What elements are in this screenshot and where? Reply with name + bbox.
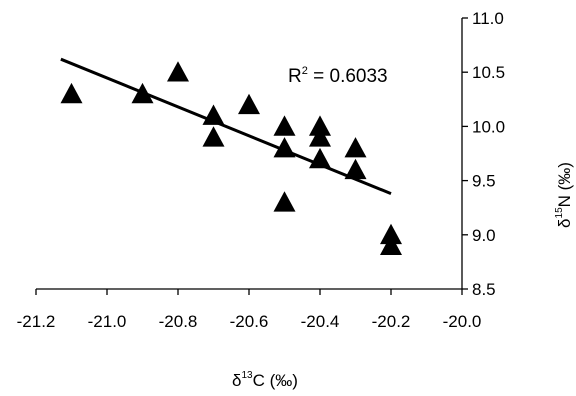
y-axis: 8.5 9.0 9.5 10.0 10.5 11.0 — [461, 9, 505, 299]
data-point-triangle — [380, 223, 402, 245]
data-point-triangle — [309, 126, 331, 147]
r-squared-sup: 2 — [302, 65, 308, 77]
trendline-group — [60, 57, 392, 195]
x-tick-label: -20.2 — [372, 312, 411, 331]
y-axis-label-sup: 15 — [554, 207, 565, 219]
y-axis-label-symbol: δ — [555, 218, 574, 227]
data-point-triangle — [273, 115, 296, 136]
x-tick-label: -20.8 — [159, 312, 198, 331]
data-point-triangle — [131, 82, 154, 104]
r-squared-base: R — [288, 66, 302, 87]
data-point-triangle — [344, 158, 367, 180]
x-tick-label: -21.0 — [88, 312, 127, 331]
data-point-triangle — [309, 147, 331, 169]
data-points — [60, 61, 402, 255]
y-tick-label: 11.0 — [472, 9, 504, 28]
r-squared-value: = 0.6033 — [308, 66, 388, 87]
x-axis-label: δ13C (‰) — [232, 370, 298, 390]
x-axis-label-symbol: δ — [232, 371, 241, 390]
data-point-triangle — [202, 126, 225, 147]
r-squared-annotation: R2 = 0.6033 — [288, 65, 388, 87]
trendline — [60, 57, 392, 195]
data-point-triangle — [344, 137, 367, 158]
data-point-triangle — [60, 82, 83, 104]
y-axis-label-rest: N (‰) — [555, 162, 574, 207]
x-axis: -21.2 -21.0 -20.8 -20.6 -20.4 -20.2 -20.0 — [17, 288, 482, 331]
x-axis-label-sup: 13 — [241, 370, 253, 381]
x-tick-label: -20.6 — [230, 312, 269, 331]
y-tick-label: 8.5 — [472, 280, 496, 299]
y-tick-label: 10.5 — [472, 63, 505, 82]
data-point-triangle — [202, 104, 225, 125]
y-tick-label: 9.5 — [472, 172, 496, 191]
data-point-triangle — [380, 234, 402, 255]
data-point-triangle — [238, 93, 260, 115]
y-tick-label: 10.0 — [472, 117, 505, 136]
y-axis-label: δ15N (‰) — [554, 162, 574, 228]
x-tick-label: -20.0 — [443, 312, 482, 331]
data-point-triangle — [273, 191, 296, 212]
data-point-triangle — [273, 137, 296, 158]
x-axis-label-rest: C (‰) — [253, 371, 298, 390]
x-tick-label: -21.2 — [17, 312, 56, 331]
data-point-triangle — [309, 115, 331, 136]
y-tick-label: 9.0 — [472, 226, 496, 245]
data-point-triangle — [167, 61, 189, 82]
x-tick-label: -20.4 — [301, 312, 340, 331]
